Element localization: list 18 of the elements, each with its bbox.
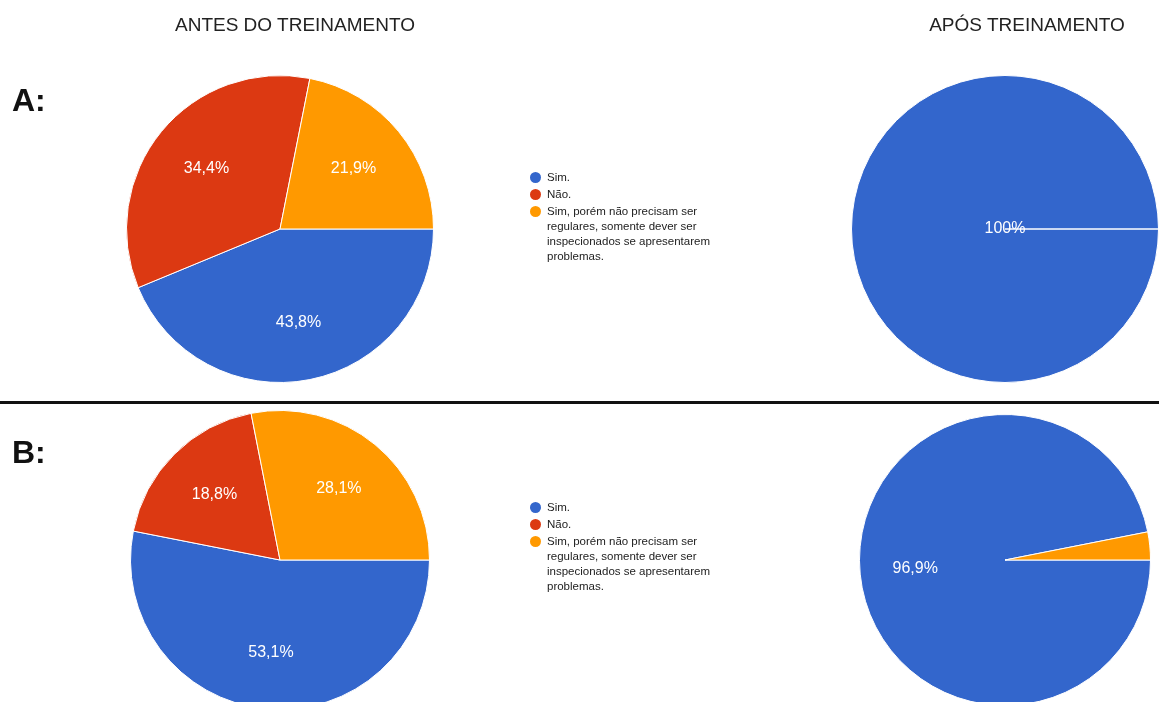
legend-label: Não.	[547, 517, 572, 532]
legend-label: Sim.	[547, 170, 570, 185]
data-label: 18,8%	[191, 484, 238, 502]
text: B:	[12, 434, 46, 471]
legend-label: Sim.	[547, 500, 570, 515]
data-label: 96,9%	[892, 559, 938, 577]
legend-label: Sim, porém não precisam ser regulares, somente dever ser inspecionados se apresentarem problemas.	[547, 204, 712, 264]
data-label: 34,4%	[183, 159, 230, 177]
legend-label: Sim, porém não precisam ser regulares, somente dever ser inspecionados se apresentarem problemas.	[547, 534, 712, 594]
data-label: 28,1%	[316, 478, 362, 496]
chart-title: ANTES DO TREINAMENTO	[175, 14, 415, 36]
text: A:	[12, 82, 46, 119]
data-label: 53,1%	[248, 642, 294, 660]
data-label: 21,9%	[330, 159, 377, 177]
data-label: 100%	[984, 219, 1026, 237]
legend-label: Não.	[547, 187, 572, 202]
chart-title: APÓS TREINAMENTO	[929, 14, 1125, 36]
data-label: 43,8%	[275, 312, 322, 330]
